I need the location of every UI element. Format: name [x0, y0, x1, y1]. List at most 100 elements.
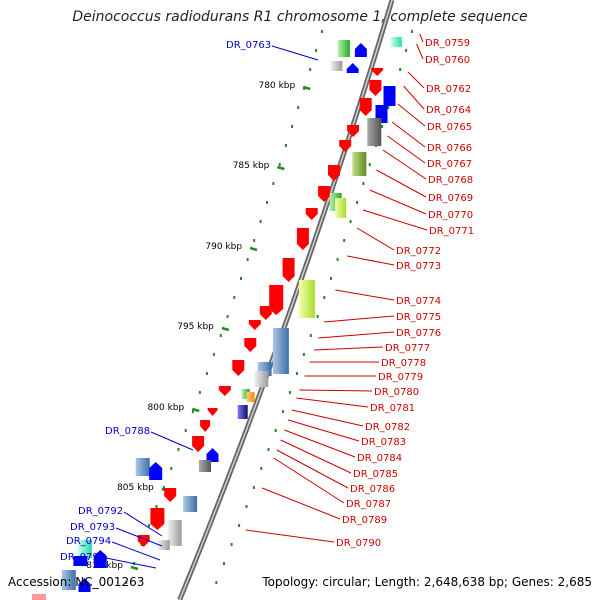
forward-gene-label[interactable]: DR_0794 — [66, 536, 111, 547]
reverse-gene-arrow[interactable] — [282, 258, 295, 282]
scale-dot — [155, 505, 158, 508]
forward-gene-label[interactable]: DR_0793 — [70, 522, 115, 533]
reverse-gene-arrow[interactable] — [359, 98, 372, 116]
reverse-gene-arrow[interactable] — [369, 80, 382, 96]
gene-block[interactable] — [272, 328, 289, 374]
map-title: Deinococcus radiodurans R1 chromosome 1,… — [72, 9, 528, 25]
reverse-gene-arrow[interactable] — [296, 228, 309, 250]
reverse-gene-label[interactable]: DR_0787 — [346, 499, 391, 510]
gene-block[interactable] — [298, 280, 315, 318]
gene-block[interactable] — [237, 405, 248, 419]
gene-block[interactable] — [61, 570, 76, 590]
forward-gene-label[interactable]: DR_0792 — [78, 506, 123, 517]
track-dot — [281, 410, 284, 413]
gene-block[interactable] — [167, 520, 182, 546]
reverse-gene-arrow[interactable] — [150, 508, 165, 530]
reverse-gene-label[interactable]: DR_0771 — [429, 226, 474, 237]
reverse-gene-label[interactable]: DR_0769 — [428, 193, 473, 204]
reverse-gene-label[interactable]: DR_0774 — [396, 296, 441, 307]
gene-block[interactable] — [73, 556, 88, 566]
reverse-gene-label[interactable]: DR_0783 — [361, 437, 406, 448]
forward-label-leader — [123, 511, 163, 537]
reverse-gene-label[interactable]: DR_0777 — [385, 343, 430, 354]
gene-block[interactable] — [135, 458, 150, 476]
reverse-gene-label[interactable]: DR_0790 — [336, 538, 381, 549]
reverse-gene-label[interactable]: DR_0766 — [427, 143, 472, 154]
reverse-gene-arrow[interactable] — [347, 125, 360, 137]
gene-block[interactable] — [352, 152, 367, 176]
gene-block[interactable] — [157, 540, 170, 550]
reverse-label-leader — [369, 189, 427, 215]
reverse-gene-label[interactable]: DR_0781 — [370, 403, 415, 414]
forward-gene-arrow[interactable] — [149, 462, 163, 480]
reverse-gene-label[interactable]: DR_0775 — [396, 312, 441, 323]
forward-gene-arrow[interactable] — [93, 550, 107, 568]
forward-gene-label[interactable]: DR_0788 — [105, 426, 150, 437]
forward-gene-arrow[interactable] — [78, 578, 91, 592]
reverse-gene-arrow[interactable] — [328, 165, 340, 181]
reverse-gene-label[interactable]: DR_0764 — [426, 105, 471, 116]
reverse-gene-arrow[interactable] — [269, 285, 284, 315]
reverse-gene-label[interactable]: DR_0762 — [426, 84, 471, 95]
forward-label-leader — [150, 431, 194, 451]
reverse-gene-label[interactable]: DR_0770 — [428, 210, 473, 221]
gene-block[interactable] — [367, 118, 382, 146]
gene-block[interactable] — [183, 496, 198, 512]
forward-gene-label[interactable]: DR_0763 — [226, 40, 271, 51]
gene-block[interactable] — [199, 460, 211, 472]
reverse-label-leader — [296, 397, 369, 408]
reverse-gene-arrow[interactable] — [164, 488, 177, 502]
kbp-tick-mark — [191, 407, 200, 413]
reverse-gene-label[interactable]: DR_0780 — [374, 387, 419, 398]
reverse-gene-arrow[interactable] — [318, 186, 331, 202]
reverse-gene-arrow[interactable] — [207, 408, 218, 416]
gene-block[interactable] — [246, 392, 255, 402]
reverse-gene-label[interactable]: DR_0785 — [353, 469, 398, 480]
scale-dot — [320, 30, 323, 33]
gene-block[interactable] — [335, 198, 347, 218]
reverse-gene-label[interactable]: DR_0789 — [342, 515, 387, 526]
reverse-gene-label[interactable]: DR_0759 — [425, 38, 470, 49]
reverse-gene-arrow[interactable] — [305, 208, 318, 220]
reverse-gene-label[interactable]: DR_0760 — [425, 55, 470, 66]
reverse-gene-arrow[interactable] — [259, 306, 272, 320]
scale-dot — [246, 258, 249, 261]
gene-block[interactable] — [337, 40, 350, 57]
reverse-gene-label[interactable]: DR_0784 — [357, 453, 402, 464]
reverse-gene-label[interactable]: DR_0786 — [350, 484, 395, 495]
reverse-gene-arrow[interactable] — [248, 320, 261, 330]
reverse-gene-arrow[interactable] — [218, 386, 231, 396]
reverse-gene-arrow[interactable] — [232, 360, 245, 376]
forward-gene-arrow[interactable] — [354, 43, 367, 57]
reverse-gene-label[interactable]: DR_0773 — [396, 261, 441, 272]
reverse-gene-arrow[interactable] — [244, 338, 257, 352]
gene-block[interactable] — [330, 61, 343, 71]
gene-block[interactable] — [383, 86, 396, 106]
scale-dot — [291, 125, 294, 128]
kbp-tick-mark — [249, 246, 258, 252]
reverse-gene-arrow[interactable] — [200, 420, 211, 432]
gene-block[interactable] — [254, 371, 269, 387]
gene-block[interactable] — [77, 540, 92, 558]
reverse-gene-label[interactable]: DR_0776 — [396, 328, 441, 339]
gene-block[interactable] — [390, 37, 402, 47]
gene-track[interactable] — [32, 37, 402, 600]
reverse-gene-label[interactable]: DR_0772 — [396, 246, 441, 257]
reverse-gene-arrow[interactable] — [339, 140, 352, 152]
gene-block[interactable] — [32, 594, 46, 600]
reverse-gene-label[interactable]: DR_0767 — [427, 159, 472, 170]
reverse-gene-label[interactable]: DR_0778 — [381, 358, 426, 369]
kbp-ticks: 780 kbp 785 kbp 790 kbp 795 kbp 800 kbp 805 k… — [86, 81, 311, 571]
reverse-gene-label[interactable]: DR_0768 — [428, 175, 473, 186]
reverse-gene-label[interactable]: DR_0779 — [378, 372, 423, 383]
reverse-label-leader — [335, 289, 395, 301]
forward-gene-arrow[interactable] — [206, 448, 219, 462]
reverse-gene-label[interactable]: DR_0782 — [365, 422, 410, 433]
forward-gene-arrow[interactable] — [346, 63, 359, 73]
reverse-gene-arrow[interactable] — [192, 436, 205, 452]
reverse-gene-arrow[interactable] — [371, 68, 384, 76]
reverse-gene-label[interactable]: DR_0765 — [427, 122, 472, 133]
forward-gene-label[interactable]: DR_0795 — [60, 552, 105, 563]
